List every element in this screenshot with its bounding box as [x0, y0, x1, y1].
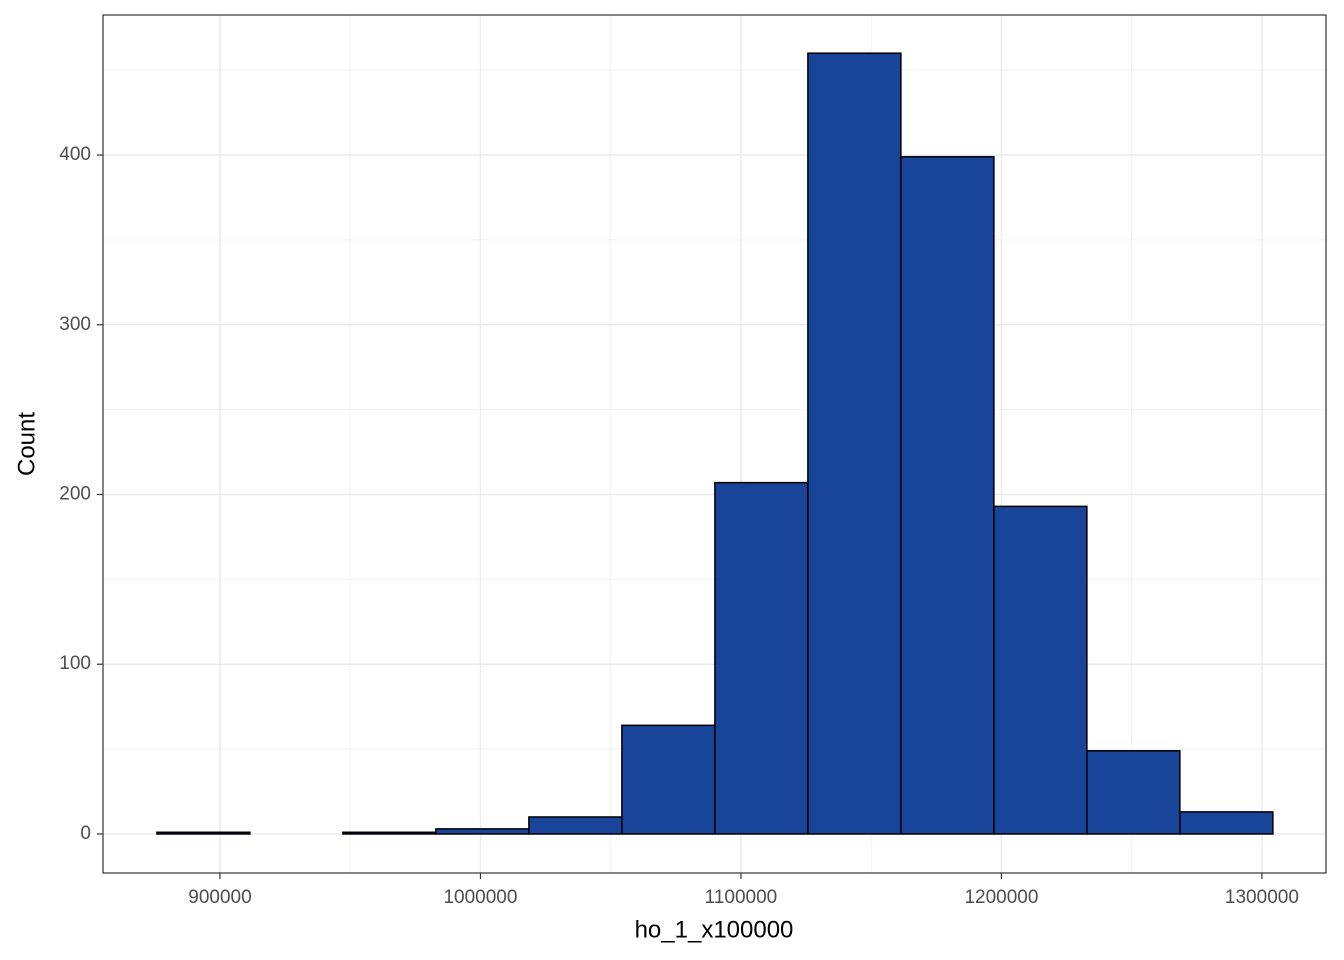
- x-tick-label: 1000000: [443, 887, 517, 908]
- bar: [621, 724, 716, 835]
- x-tick-label: 1300000: [1225, 887, 1299, 908]
- bar: [528, 816, 623, 835]
- bar: [435, 828, 530, 835]
- y-tick-label: 0: [80, 823, 91, 844]
- bar: [342, 831, 437, 835]
- y-tick-label: 300: [59, 314, 91, 335]
- panel-border: [102, 14, 1327, 874]
- y-tick-label: 100: [59, 653, 91, 674]
- bar: [807, 52, 902, 835]
- bar: [993, 505, 1088, 835]
- bar: [1086, 750, 1181, 835]
- x-tick-label: 1200000: [964, 887, 1038, 908]
- bar: [714, 481, 809, 835]
- bar: [1179, 811, 1274, 835]
- bars: [156, 52, 1274, 835]
- x-tick-label: 1100000: [705, 887, 778, 908]
- y-axis-title: Count: [13, 412, 40, 476]
- x-tick-label: 900000: [188, 887, 251, 908]
- bar: [900, 155, 995, 835]
- y-tick-label: 200: [59, 484, 91, 505]
- bar: [156, 831, 251, 835]
- y-tick-label: 400: [59, 144, 91, 165]
- x-axis-title: ho_1_x100000: [635, 916, 794, 943]
